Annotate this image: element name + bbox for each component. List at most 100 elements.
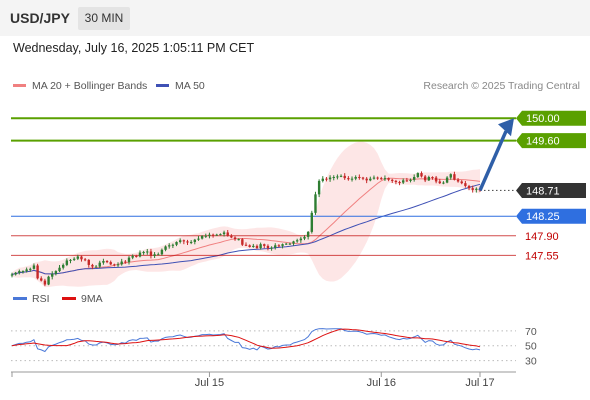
candle-body [219, 234, 222, 236]
candle-body [438, 181, 441, 184]
candle-body [18, 271, 21, 273]
candle-body [475, 188, 478, 190]
candle-body [186, 241, 189, 243]
legend-ma20: MA 20 + Bollinger Bands [13, 80, 147, 92]
candle-body [325, 178, 328, 180]
candle-body [98, 262, 101, 267]
candle-body [376, 177, 379, 179]
candle-body [32, 265, 36, 269]
candle-body [109, 262, 112, 265]
moving-average-layer [11, 177, 481, 275]
candle-body [354, 177, 357, 179]
candle-body [54, 271, 58, 274]
symbol-label: USD/JPY [10, 10, 70, 26]
candle-body [215, 234, 218, 236]
candle-body [124, 261, 127, 263]
candle-body [102, 261, 105, 263]
level-label-150.00: 150.00 [526, 113, 560, 125]
candle-body [230, 235, 233, 238]
time-tick-label: Jul 15 [195, 377, 224, 389]
candle-body [113, 264, 116, 266]
candles-layer [10, 171, 482, 287]
candle-body [409, 179, 412, 181]
rsi-tick-label: 50 [525, 341, 537, 353]
candle-body [365, 178, 368, 181]
candle-body [244, 244, 248, 246]
candle-body [197, 238, 200, 240]
candle-body [274, 245, 277, 248]
level-tag-148.71 [516, 182, 586, 198]
candle-body [222, 232, 226, 235]
candle-body [80, 256, 83, 260]
candle-body [160, 249, 164, 255]
candle-body [193, 239, 197, 242]
ma20-line [11, 177, 481, 275]
ma50-legend-label: MA 50 [175, 80, 205, 92]
candle-body [182, 240, 186, 242]
candle-body [252, 245, 255, 247]
legend-ma50: MA 50 [156, 80, 205, 92]
candle-body [72, 258, 76, 260]
candle-body [394, 180, 398, 183]
price-levels-layer [11, 117, 516, 256]
rsi-legend-swatch [13, 297, 27, 300]
candle-body [321, 178, 324, 181]
candle-body [47, 276, 50, 285]
candle-body [43, 280, 47, 285]
candle-body [248, 245, 251, 247]
candle-body [211, 234, 215, 236]
candle-body [314, 194, 317, 213]
candle-body [168, 245, 171, 247]
candle-body [372, 177, 376, 179]
candle-body [434, 177, 438, 182]
candle-body [295, 240, 299, 242]
candle-body [40, 278, 43, 281]
projection-layer [478, 118, 514, 192]
candle-body [131, 255, 134, 258]
candle-body [420, 173, 423, 177]
level-label-149.60: 149.60 [526, 136, 560, 148]
candle-body [310, 212, 314, 232]
candle-body [58, 267, 61, 272]
candle-body [226, 232, 229, 236]
ma50-line [11, 183, 481, 275]
candle-body [442, 182, 445, 184]
candle-body [288, 243, 292, 245]
candle-body [127, 257, 131, 263]
candle-body [387, 178, 390, 180]
candle-body [233, 237, 237, 240]
candle-body [299, 238, 303, 241]
candle-body [237, 239, 240, 241]
candle-body [391, 179, 394, 181]
candle-body [65, 260, 69, 265]
candle-body [83, 259, 87, 261]
candle-body [431, 177, 434, 178]
chart-header-bar: USD/JPY 30 MIN [0, 0, 590, 36]
candle-body [464, 183, 467, 186]
candle-body [303, 236, 306, 239]
candle-body [402, 180, 405, 183]
candle-body [14, 272, 17, 275]
candle-body [427, 177, 431, 181]
rsi-legend-label: RSI [32, 293, 50, 305]
candle-body [241, 239, 244, 245]
candle-body [175, 241, 178, 245]
timeframe-button[interactable]: 30 MIN [78, 7, 130, 30]
candle-body [149, 251, 153, 256]
ma20-swatch [13, 83, 26, 87]
level-label-148.25: 148.25 [526, 211, 560, 223]
rsi-ma-line [11, 328, 481, 349]
candle-body [383, 178, 387, 180]
candle-body [255, 245, 259, 249]
candle-body [358, 177, 361, 178]
candle-body [285, 243, 288, 245]
candle-body [423, 176, 427, 181]
candle-body [380, 178, 383, 180]
candle-body [29, 268, 32, 270]
candle-body [281, 244, 284, 246]
candle-body [69, 259, 72, 261]
candle-body [277, 245, 281, 247]
level-tag-150.00 [516, 110, 586, 126]
candle-body [270, 247, 273, 249]
